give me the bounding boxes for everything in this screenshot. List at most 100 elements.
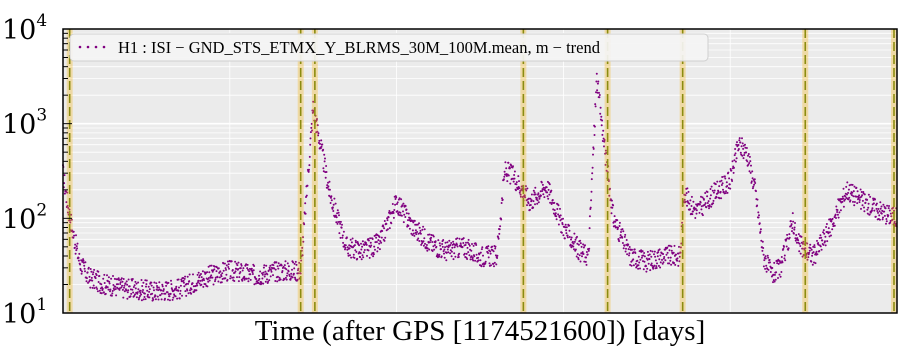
data-point: [686, 200, 689, 203]
data-point: [846, 193, 848, 196]
data-point: [145, 283, 148, 286]
data-point: [582, 243, 585, 246]
data-point: [342, 230, 345, 233]
data-point: [852, 195, 855, 198]
data-point: [208, 279, 211, 282]
data-point: [204, 283, 207, 286]
data-point: [113, 288, 116, 291]
data-point: [133, 284, 136, 287]
data-point: [168, 295, 171, 298]
data-point: [555, 218, 558, 221]
data-point: [637, 255, 640, 258]
data-point: [581, 255, 583, 258]
data-point: [681, 221, 684, 224]
data-point: [496, 254, 499, 257]
data-point: [458, 252, 461, 255]
data-point: [309, 137, 312, 140]
data-point: [725, 181, 728, 184]
data-point: [708, 204, 711, 207]
data-point: [220, 275, 223, 278]
data-point: [159, 294, 162, 297]
data-point: [802, 254, 805, 256]
data-point: [592, 147, 595, 150]
data-point: [874, 215, 877, 218]
data-point: [316, 124, 319, 127]
data-point: [411, 220, 414, 222]
data-point: [585, 263, 588, 266]
data-point: [350, 256, 353, 259]
data-point: [542, 186, 545, 189]
data-point: [881, 209, 884, 212]
data-point: [789, 220, 792, 223]
data-point: [309, 143, 312, 146]
data-point: [683, 198, 686, 201]
data-point: [653, 250, 656, 253]
data-point: [860, 191, 863, 193]
data-point: [557, 223, 560, 226]
data-point: [345, 236, 348, 239]
data-point: [707, 200, 710, 203]
data-point: [709, 197, 712, 200]
data-point: [127, 278, 130, 281]
data-point: [427, 233, 430, 236]
data-point: [374, 241, 377, 244]
data-point: [759, 228, 762, 231]
data-point: [344, 244, 347, 247]
data-point: [73, 234, 76, 237]
data-point: [798, 250, 801, 253]
data-point: [594, 103, 597, 106]
data-point: [140, 279, 143, 281]
data-point: [89, 268, 92, 270]
data-point: [851, 191, 854, 194]
data-point: [517, 175, 520, 178]
data-point: [583, 260, 586, 263]
data-point: [166, 291, 169, 294]
data-point: [423, 237, 426, 240]
data-point: [373, 245, 376, 248]
data-point: [613, 215, 616, 218]
data-point: [692, 200, 695, 203]
data-point: [453, 252, 456, 255]
data-point: [701, 196, 704, 199]
data-point: [266, 278, 268, 281]
data-point: [126, 297, 129, 300]
data-point: [609, 187, 611, 190]
data-point: [416, 239, 419, 241]
data-point: [339, 236, 342, 239]
data-point: [747, 163, 750, 166]
data-point: [686, 187, 689, 190]
data-point: [253, 265, 256, 267]
data-point: [145, 285, 147, 288]
data-point: [349, 238, 352, 241]
data-point: [673, 262, 676, 264]
data-point: [786, 233, 789, 236]
data-point: [492, 262, 495, 265]
data-point: [164, 297, 166, 300]
data-point: [795, 234, 798, 236]
data-point: [546, 195, 549, 198]
data-point: [562, 217, 564, 220]
data-point: [499, 225, 502, 228]
data-point: [449, 252, 452, 255]
data-point: [341, 236, 344, 239]
data-point: [324, 176, 327, 179]
data-point: [405, 212, 408, 215]
data-point: [161, 283, 164, 286]
data-point: [308, 168, 310, 171]
data-point: [662, 253, 665, 255]
data-point: [627, 243, 630, 246]
data-point: [297, 267, 300, 270]
data-point: [585, 251, 588, 253]
data-point: [765, 270, 768, 273]
data-point: [684, 194, 687, 197]
data-point: [114, 285, 117, 288]
data-point: [530, 193, 533, 196]
data-point: [235, 262, 238, 265]
legend-marker: [78, 45, 106, 49]
data-point: [388, 210, 391, 212]
data-point: [851, 183, 854, 186]
data-point: [720, 179, 723, 182]
y-ticks: [63, 28, 72, 314]
data-point: [123, 290, 126, 293]
data-point: [866, 208, 869, 211]
